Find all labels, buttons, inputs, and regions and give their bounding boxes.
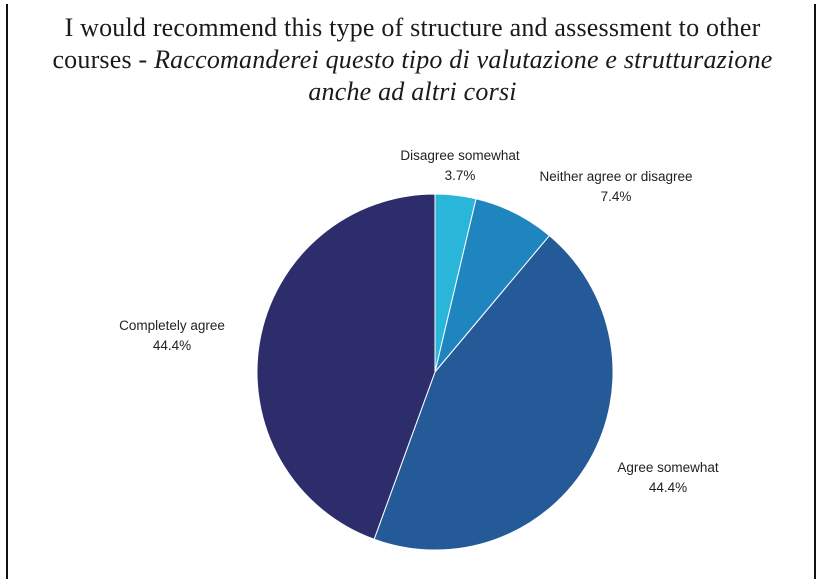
slice-label: Disagree somewhat [400, 148, 520, 163]
slice-value-label: 44.4% [649, 480, 687, 495]
chart-frame [6, 4, 816, 579]
slice-label: Neither agree or disagree [539, 169, 692, 184]
slice-label: Agree somewhat [617, 460, 719, 475]
pie-labels: Disagree somewhat 3.7% Neither agree or di… [119, 148, 719, 495]
chart-title-main: I would recommend this type of structure… [52, 13, 761, 74]
chart-title: I would recommend this type of structure… [40, 12, 785, 108]
slice-label: Completely agree [119, 318, 225, 333]
slice-value-label: 3.7% [445, 168, 476, 183]
slice-value-label: 44.4% [153, 338, 191, 353]
chart-title-italic: Raccomanderei questo tipo di valutazione… [154, 45, 773, 106]
pie-slice-agree-somewhat [373, 234, 614, 551]
pie-slices [256, 193, 614, 551]
slice-value-label: 7.4% [601, 189, 632, 204]
pie-slice-completely-agree [256, 193, 436, 540]
